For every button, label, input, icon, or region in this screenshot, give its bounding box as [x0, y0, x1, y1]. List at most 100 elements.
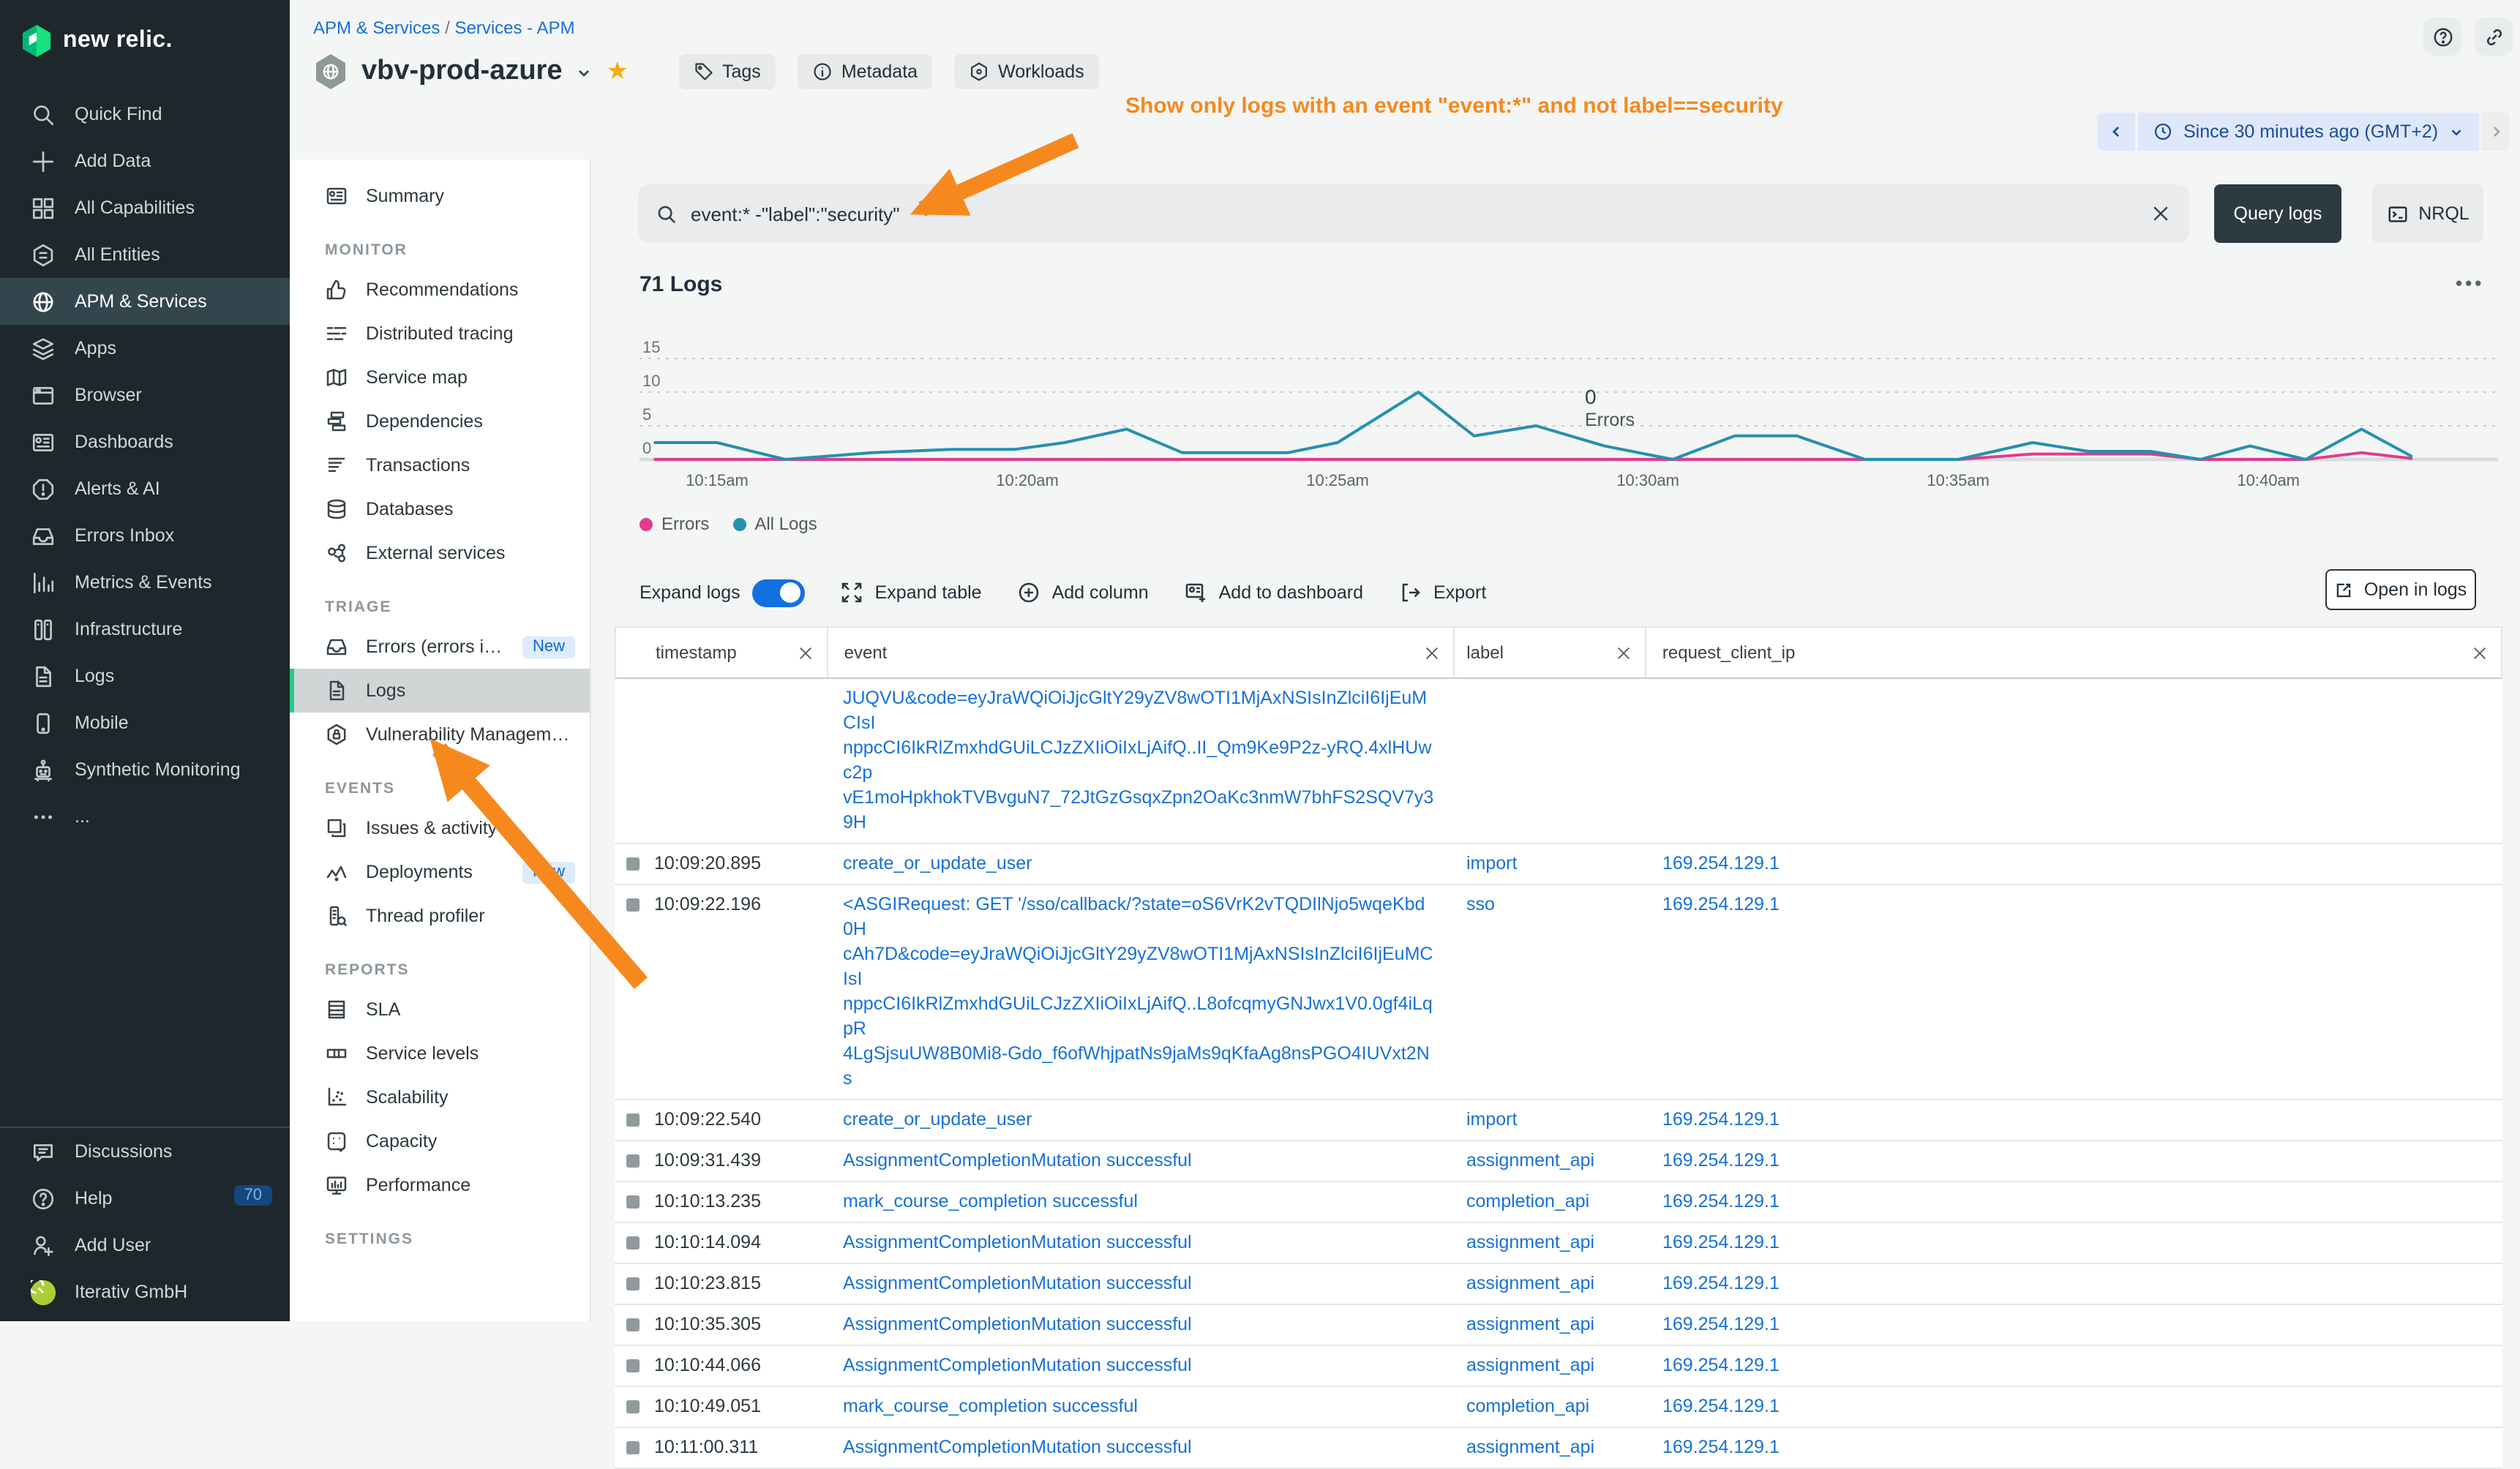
log-row[interactable]: 10:10:44.066AssignmentCompletionMutation…: [615, 1346, 2502, 1387]
sidebar-footer-discussions[interactable]: Discussions: [0, 1128, 290, 1175]
row-select-checkbox[interactable]: [626, 1277, 640, 1290]
row-select-checkbox[interactable]: [626, 1154, 640, 1168]
time-range-button[interactable]: Since 30 minutes ago (GMT+2): [2138, 113, 2479, 151]
workloads-button[interactable]: Workloads: [954, 54, 1099, 89]
remove-column-icon[interactable]: [798, 645, 814, 661]
toggle-on-icon[interactable]: [752, 579, 805, 606]
event-link[interactable]: AssignmentCompletionMutation successful: [843, 1273, 1192, 1293]
open-in-logs-button[interactable]: Open in logs: [2325, 569, 2476, 610]
legend-all-logs[interactable]: All Logs: [732, 514, 817, 534]
nav-item-summary[interactable]: Summary: [290, 174, 590, 218]
sidebar-footer-help[interactable]: Help70: [0, 1175, 290, 1222]
row-select-checkbox[interactable]: [626, 898, 640, 912]
search-query-text[interactable]: event:* -"label":"security": [691, 203, 2137, 225]
request-client-ip-link[interactable]: 169.254.129.1: [1662, 1355, 1780, 1375]
event-link[interactable]: AssignmentCompletionMutation successful: [843, 1314, 1192, 1334]
sidebar-item-infrastructure[interactable]: Infrastructure: [0, 606, 290, 653]
sidebar-item-apps[interactable]: Apps: [0, 325, 290, 372]
log-row[interactable]: 10:09:22.540create_or_update_userimport1…: [615, 1100, 2502, 1141]
log-row[interactable]: 10:10:35.305AssignmentCompletionMutation…: [615, 1305, 2502, 1346]
log-row[interactable]: 10:09:20.895create_or_update_userimport1…: [615, 844, 2502, 885]
copy-link-button[interactable]: [2475, 18, 2513, 56]
breadcrumb-services-apm[interactable]: Services - APM: [454, 18, 574, 38]
row-select-checkbox[interactable]: [626, 857, 640, 871]
log-row[interactable]: 10:10:49.051mark_course_completion succe…: [615, 1387, 2502, 1428]
entity-title[interactable]: vbv-prod-azure: [361, 56, 563, 88]
metadata-button[interactable]: Metadata: [798, 54, 932, 89]
column-header-event[interactable]: event: [828, 628, 1455, 677]
request-client-ip-link[interactable]: 169.254.129.1: [1662, 853, 1780, 873]
sidebar-item-logs[interactable]: Logs: [0, 653, 290, 699]
sidebar-item-mobile[interactable]: Mobile: [0, 699, 290, 746]
nav-item-vulnerability-management[interactable]: Vulnerability Management: [290, 713, 590, 756]
event-link[interactable]: AssignmentCompletionMutation successful: [843, 1355, 1192, 1375]
row-select-checkbox[interactable]: [626, 1359, 640, 1372]
event-link[interactable]: AssignmentCompletionMutation successful: [843, 1150, 1192, 1171]
event-link[interactable]: mark_course_completion successful: [843, 1396, 1138, 1416]
row-select-checkbox[interactable]: [626, 1441, 640, 1454]
nav-item-scalability[interactable]: Scalability: [290, 1075, 590, 1119]
add-to-dashboard-button[interactable]: Add to dashboard: [1184, 581, 1363, 604]
query-logs-button[interactable]: Query logs: [2214, 184, 2341, 243]
event-link[interactable]: mark_course_completion successful: [843, 1191, 1138, 1211]
log-row[interactable]: 10:09:31.439AssignmentCompletionMutation…: [615, 1141, 2502, 1182]
sidebar-item-alerts-ai[interactable]: Alerts & AI: [0, 465, 290, 512]
sidebar-item-errors-inbox[interactable]: Errors Inbox: [0, 512, 290, 559]
sidebar-footer-add-user[interactable]: Add User: [0, 1222, 290, 1269]
event-link[interactable]: AssignmentCompletionMutation successful: [843, 1437, 1192, 1457]
nrql-button[interactable]: NRQL: [2372, 184, 2483, 243]
sidebar-item-dashboards[interactable]: Dashboards: [0, 418, 290, 465]
label-link[interactable]: completion_api: [1466, 1396, 1589, 1416]
request-client-ip-link[interactable]: 169.254.129.1: [1662, 1437, 1780, 1457]
log-row[interactable]: 10:10:14.094AssignmentCompletionMutation…: [615, 1223, 2502, 1264]
sidebar-item-synthetic-monitoring[interactable]: Synthetic Monitoring: [0, 746, 290, 793]
remove-column-icon[interactable]: [1616, 645, 1632, 661]
nav-item-distributed-tracing[interactable]: Distributed tracing: [290, 312, 590, 356]
nav-item-recommendations[interactable]: Recommendations: [290, 268, 590, 312]
time-forward-button[interactable]: [2482, 113, 2510, 151]
label-link[interactable]: assignment_api: [1466, 1437, 1594, 1457]
sidebar-item-metrics-events[interactable]: Metrics & Events: [0, 559, 290, 606]
event-link[interactable]: JUQVU&code=eyJraWQiOiJjcGltY29yZV8wOTI1M…: [843, 688, 1433, 833]
nav-item-databases[interactable]: Databases: [290, 487, 590, 531]
row-select-checkbox[interactable]: [626, 1195, 640, 1209]
nav-item-transactions[interactable]: Transactions: [290, 443, 590, 487]
clear-search-icon[interactable]: [2150, 203, 2172, 224]
label-link[interactable]: completion_api: [1466, 1191, 1589, 1211]
event-link[interactable]: create_or_update_user: [843, 1109, 1032, 1130]
nav-item-external-services[interactable]: External services: [290, 531, 590, 575]
new-relic-logo[interactable]: new relic.: [20, 18, 173, 64]
request-client-ip-link[interactable]: 169.254.129.1: [1662, 1109, 1780, 1130]
event-link[interactable]: AssignmentCompletionMutation successful: [843, 1232, 1192, 1252]
legend-errors[interactable]: Errors: [640, 514, 709, 534]
label-link[interactable]: assignment_api: [1466, 1355, 1594, 1375]
nav-item-service-levels[interactable]: Service levels: [290, 1032, 590, 1075]
nav-item-logs[interactable]: Logs: [290, 669, 590, 713]
export-button[interactable]: Export: [1398, 581, 1486, 604]
sidebar-item-add-data[interactable]: Add Data: [0, 138, 290, 184]
label-link[interactable]: assignment_api: [1466, 1232, 1594, 1252]
time-back-button[interactable]: [2097, 113, 2135, 151]
row-select-checkbox[interactable]: [626, 1400, 640, 1413]
log-row[interactable]: 10:10:13.235mark_course_completion succe…: [615, 1182, 2502, 1223]
request-client-ip-link[interactable]: 169.254.129.1: [1662, 1273, 1780, 1293]
nav-item-issues-activity[interactable]: Issues & activity: [290, 806, 590, 850]
event-link[interactable]: create_or_update_user: [843, 853, 1032, 873]
label-link[interactable]: assignment_api: [1466, 1314, 1594, 1334]
nav-item-sla[interactable]: SLA: [290, 988, 590, 1032]
more-options-icon[interactable]: •••: [2456, 272, 2484, 294]
request-client-ip-link[interactable]: 169.254.129.1: [1662, 894, 1780, 914]
entity-dropdown-chevron-icon[interactable]: [576, 63, 593, 80]
label-link[interactable]: sso: [1466, 894, 1495, 914]
log-row[interactable]: 10:11:00.311AssignmentCompletionMutation…: [615, 1428, 2502, 1469]
remove-column-icon[interactable]: [2472, 645, 2488, 661]
expand-logs-toggle[interactable]: Expand logs: [640, 579, 805, 606]
label-link[interactable]: import: [1466, 853, 1517, 873]
log-row[interactable]: 10:10:23.815AssignmentCompletionMutation…: [615, 1264, 2502, 1305]
help-button[interactable]: [2423, 18, 2461, 56]
row-select-checkbox[interactable]: [626, 1113, 640, 1127]
label-link[interactable]: import: [1466, 1109, 1517, 1130]
nav-item-capacity[interactable]: Capacity: [290, 1119, 590, 1163]
sidebar-item-browser[interactable]: Browser: [0, 372, 290, 418]
request-client-ip-link[interactable]: 169.254.129.1: [1662, 1396, 1780, 1416]
